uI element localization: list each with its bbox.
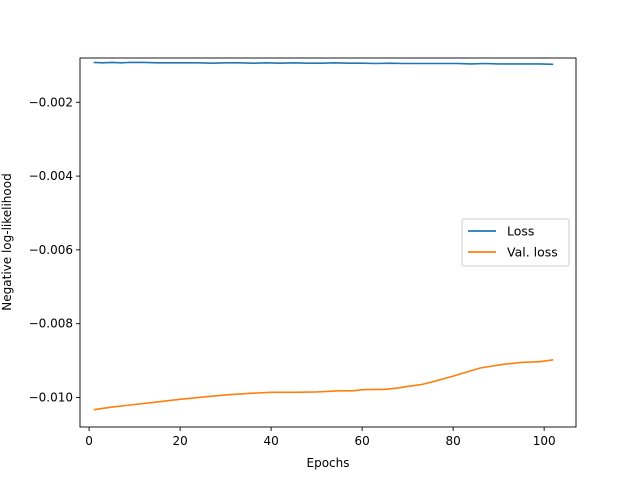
series-line-2 <box>93 359 554 411</box>
legend: Loss Val. loss <box>461 218 570 267</box>
x-axis-ticks: 0 20 40 60 80 100 <box>85 427 556 448</box>
legend-label-2: Val. loss <box>507 245 558 260</box>
x-axis-label: Epochs <box>307 456 350 470</box>
series-line-1 <box>93 61 554 66</box>
y-tick-label: −0.008 <box>29 317 73 331</box>
x-tick-label: 0 <box>85 434 93 448</box>
legend-label-1: Loss <box>507 224 534 239</box>
y-axis-label: Negative log-likelihood <box>0 173 14 310</box>
x-tick-label: 100 <box>533 434 556 448</box>
y-axis-ticks: −0.002 −0.004 −0.006 −0.008 −0.010 <box>29 95 80 404</box>
y-tick-label: −0.004 <box>29 169 73 183</box>
x-tick-label: 40 <box>263 434 278 448</box>
y-tick-label: −0.006 <box>29 243 73 257</box>
plot-frame <box>79 57 577 428</box>
y-tick-label: −0.002 <box>29 95 73 109</box>
x-tick-label: 60 <box>354 434 369 448</box>
x-tick-label: 20 <box>172 434 187 448</box>
y-tick-label: −0.010 <box>29 390 73 404</box>
x-tick-label: 80 <box>445 434 460 448</box>
series-layer <box>93 61 554 411</box>
